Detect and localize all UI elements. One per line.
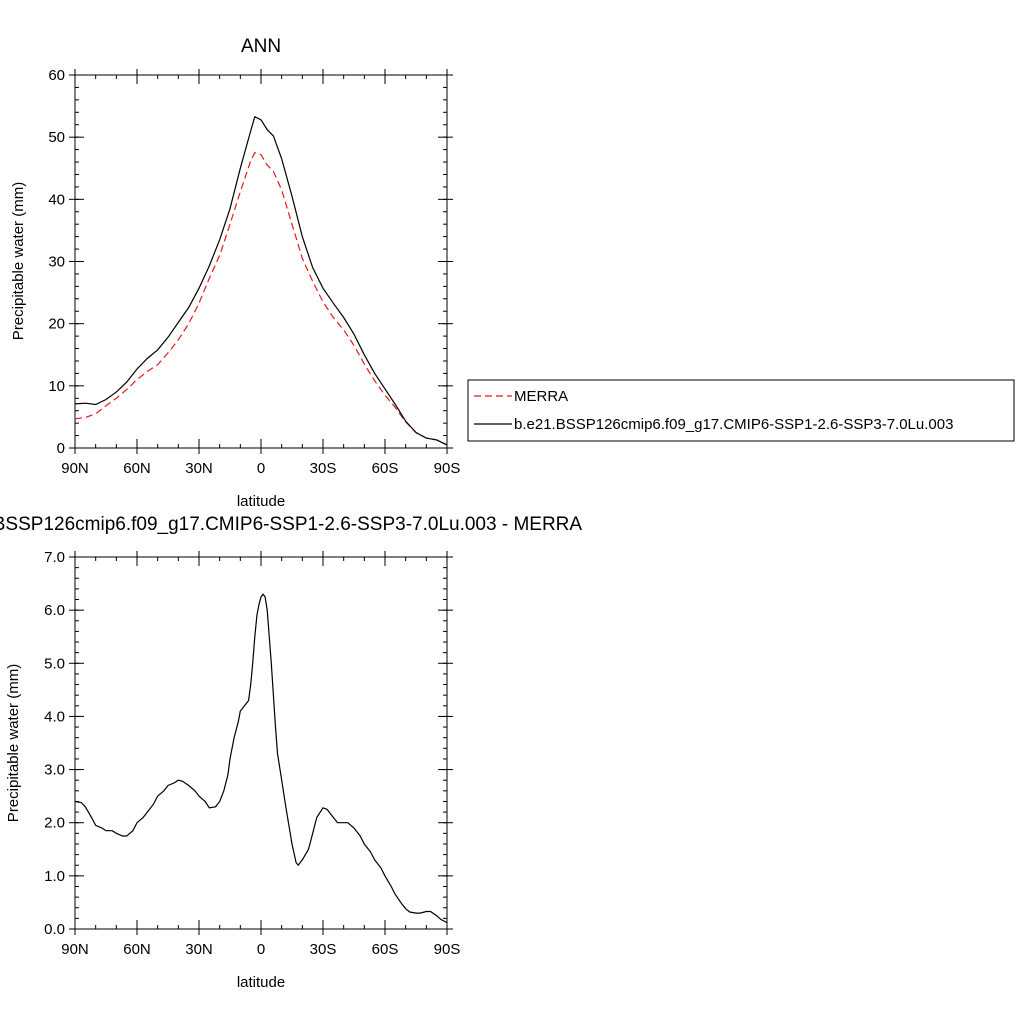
y-tick-labels-top: 0 10 20 30 40 50 60 bbox=[48, 67, 453, 457]
series-lines-bottom bbox=[74, 593, 448, 924]
plot-frame-top bbox=[74, 74, 448, 449]
x-axis-label-top: latitude bbox=[237, 493, 285, 510]
x-tick-label: 90N bbox=[61, 460, 89, 477]
x-tick-labels-bottom: 90N 60N 30N 0 30S 60S 90S bbox=[61, 551, 460, 958]
y-tick-label: 2.0 bbox=[44, 815, 65, 832]
series-lines-top bbox=[74, 115, 448, 446]
y-tick-label: 3.0 bbox=[44, 762, 65, 779]
x-tick-label: 90N bbox=[61, 941, 89, 958]
legend-label-merra: MERRA bbox=[514, 388, 568, 405]
minor-ticks-top bbox=[74, 74, 448, 449]
x-tick-label: 90S bbox=[434, 941, 461, 958]
y-tick-label: 60 bbox=[48, 67, 65, 84]
y-tick-label: 4.0 bbox=[44, 708, 65, 725]
precipitable-water-chart: ANN 0 10 20 30 40 50 60 90N 60N 30N 0 30S 60S 90S la… bbox=[10, 36, 460, 510]
x-tick-label: 0 bbox=[257, 941, 265, 958]
y-tick-label: 10 bbox=[48, 378, 65, 395]
y-tick-label: 7.0 bbox=[44, 549, 65, 566]
x-axis-label-bottom: latitude bbox=[237, 974, 285, 991]
y-axis-label-top: Precipitable water (mm) bbox=[10, 182, 27, 340]
chart-title-ann: ANN bbox=[241, 36, 281, 57]
chart-title-difference: b.e21.BSSP126cmip6.f09_g17.CMIP6-SSP1-2.… bbox=[0, 514, 582, 535]
x-tick-label: 30S bbox=[310, 460, 337, 477]
x-tick-label: 0 bbox=[257, 460, 265, 477]
y-tick-label: 1.0 bbox=[44, 868, 65, 885]
legend-box bbox=[467, 379, 1015, 442]
y-tick-label: 0.0 bbox=[44, 921, 65, 938]
x-tick-label: 90S bbox=[434, 460, 461, 477]
y-tick-label: 50 bbox=[48, 129, 65, 146]
x-tick-labels-top: 90N 60N 30N 0 30S 60S 90S bbox=[61, 69, 460, 477]
y-tick-label: 6.0 bbox=[44, 602, 65, 619]
y-tick-label: 20 bbox=[48, 316, 65, 333]
x-tick-label: 30N bbox=[185, 460, 213, 477]
x-tick-label: 60S bbox=[372, 941, 399, 958]
x-tick-label: 60N bbox=[123, 460, 151, 477]
y-tick-labels-bottom: 0.0 1.0 2.0 3.0 4.0 5.0 6.0 7.0 bbox=[44, 549, 453, 938]
plot-frame-bottom bbox=[74, 556, 448, 930]
y-tick-label: 0 bbox=[57, 440, 65, 457]
legend-label-model: b.e21.BSSP126cmip6.f09_g17.CMIP6-SSP1-2.… bbox=[514, 416, 953, 433]
y-tick-label: 5.0 bbox=[44, 655, 65, 672]
x-tick-label: 60N bbox=[123, 941, 151, 958]
minor-ticks-bottom bbox=[74, 556, 448, 930]
y-tick-label: 30 bbox=[48, 254, 65, 271]
x-tick-label: 60S bbox=[372, 460, 399, 477]
x-tick-label: 30S bbox=[310, 941, 337, 958]
series-line-top-0 bbox=[74, 151, 448, 446]
difference-chart: b.e21.BSSP126cmip6.f09_g17.CMIP6-SSP1-2.… bbox=[0, 514, 582, 991]
series-line-bottom-0 bbox=[74, 593, 448, 924]
x-tick-label: 30N bbox=[185, 941, 213, 958]
series-line-top-1 bbox=[74, 115, 448, 446]
y-axis-label-bottom: Precipitable water (mm) bbox=[5, 664, 22, 822]
y-tick-label: 40 bbox=[48, 191, 65, 208]
legend: MERRA b.e21.BSSP126cmip6.f09_g17.CMIP6-S… bbox=[467, 379, 1015, 442]
